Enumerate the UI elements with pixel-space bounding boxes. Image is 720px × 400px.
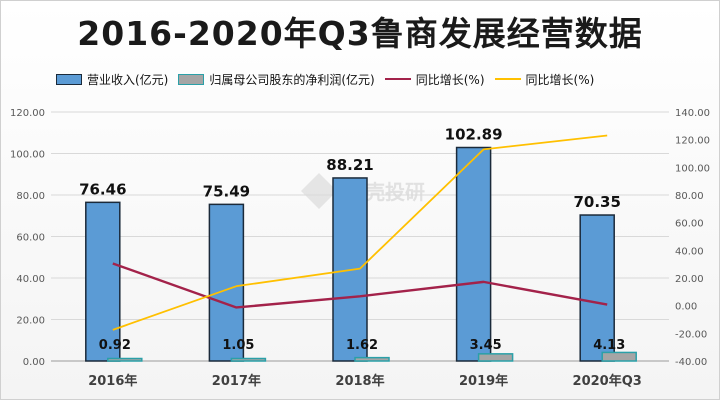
y-left-tick-label: 60.00 [16, 233, 45, 244]
y-right-tick-label: 0.00 [675, 302, 697, 313]
data-label-net-profit: 1.62 [346, 338, 378, 353]
line-revenue-growth [112, 262, 608, 309]
data-label-revenue: 102.89 [445, 126, 503, 144]
x-category-label: 2017年 [212, 373, 261, 389]
bar-revenue [85, 201, 121, 362]
data-label-revenue: 76.46 [79, 180, 126, 198]
legend-label-net-profit: 归属母公司股东的净利润(亿元) [209, 72, 375, 87]
y-right-tick-label: 20.00 [675, 274, 704, 285]
y-right-tick-label: 80.00 [675, 191, 704, 202]
bar-revenue [208, 203, 245, 362]
legend-item-revenue: 营业收入(亿元) [56, 71, 168, 88]
legend-label-revenue-growth: 同比增长(%) [415, 72, 485, 87]
legend-item-net-profit: 归属母公司股东的净利润(亿元) [178, 71, 375, 88]
y-left-tick-label: 80.00 [16, 191, 45, 202]
chart-legend: 营业收入(亿元) 归属母公司股东的净利润(亿元) 同比增长(%) 同比增长(%) [56, 71, 604, 87]
legend-swatch-profit-growth [494, 78, 521, 80]
y-right-tick-label: -20.00 [675, 329, 707, 340]
y-left-tick-label: 120.00 [10, 108, 45, 119]
bar-net-profit [107, 357, 143, 362]
y-left-tick-label: 0.00 [23, 357, 45, 368]
x-category-label: 2020年Q3 [573, 373, 642, 389]
y-left-tick-label: 20.00 [16, 316, 45, 327]
x-category-label: 2016年 [88, 373, 137, 389]
legend-label-profit-growth: 同比增长(%) [525, 72, 595, 87]
chart-title: 2016-2020年Q3鲁商发展经营数据 [77, 14, 643, 53]
legend-item-revenue-growth: 同比增长(%) [384, 71, 485, 88]
x-category-label: 2018年 [335, 373, 384, 389]
data-label-net-profit: 1.05 [222, 338, 254, 353]
data-label-net-profit: 0.92 [99, 338, 131, 353]
y-left-tick-label: 40.00 [16, 274, 45, 285]
data-label-net-profit: 4.13 [593, 338, 625, 353]
data-label-revenue: 75.49 [203, 182, 250, 200]
bar-net-profit [230, 357, 267, 362]
watermark-logo-mark [301, 173, 337, 209]
x-category-label: 2019年 [459, 373, 508, 389]
legend-swatch-net-profit [178, 73, 205, 85]
legend-item-profit-growth: 同比增长(%) [494, 71, 595, 88]
bar-revenue [579, 214, 615, 362]
y-right-tick-label: 60.00 [675, 219, 704, 230]
y-right-tick-label: 140.00 [675, 108, 710, 119]
y-right-tick-label: 40.00 [675, 246, 704, 257]
y-right-tick-label: -40.00 [675, 357, 707, 368]
y-right-tick-label: 100.00 [675, 163, 710, 174]
data-label-net-profit: 3.45 [470, 338, 502, 353]
y-right-tick-label: 120.00 [675, 136, 710, 147]
line-profit-growth [112, 134, 608, 331]
y-left-tick-label: 100.00 [10, 150, 45, 161]
data-label-revenue: 88.21 [326, 156, 373, 174]
legend-label-revenue: 营业收入(亿元) [87, 72, 169, 87]
bar-net-profit [601, 351, 637, 362]
watermark-logo [301, 173, 337, 209]
legend-swatch-revenue-growth [384, 78, 411, 80]
bar-net-profit [477, 353, 514, 362]
bar-net-profit [354, 356, 390, 362]
data-label-revenue: 70.35 [573, 193, 620, 211]
bar-revenue [455, 146, 492, 362]
legend-swatch-revenue [56, 73, 82, 85]
